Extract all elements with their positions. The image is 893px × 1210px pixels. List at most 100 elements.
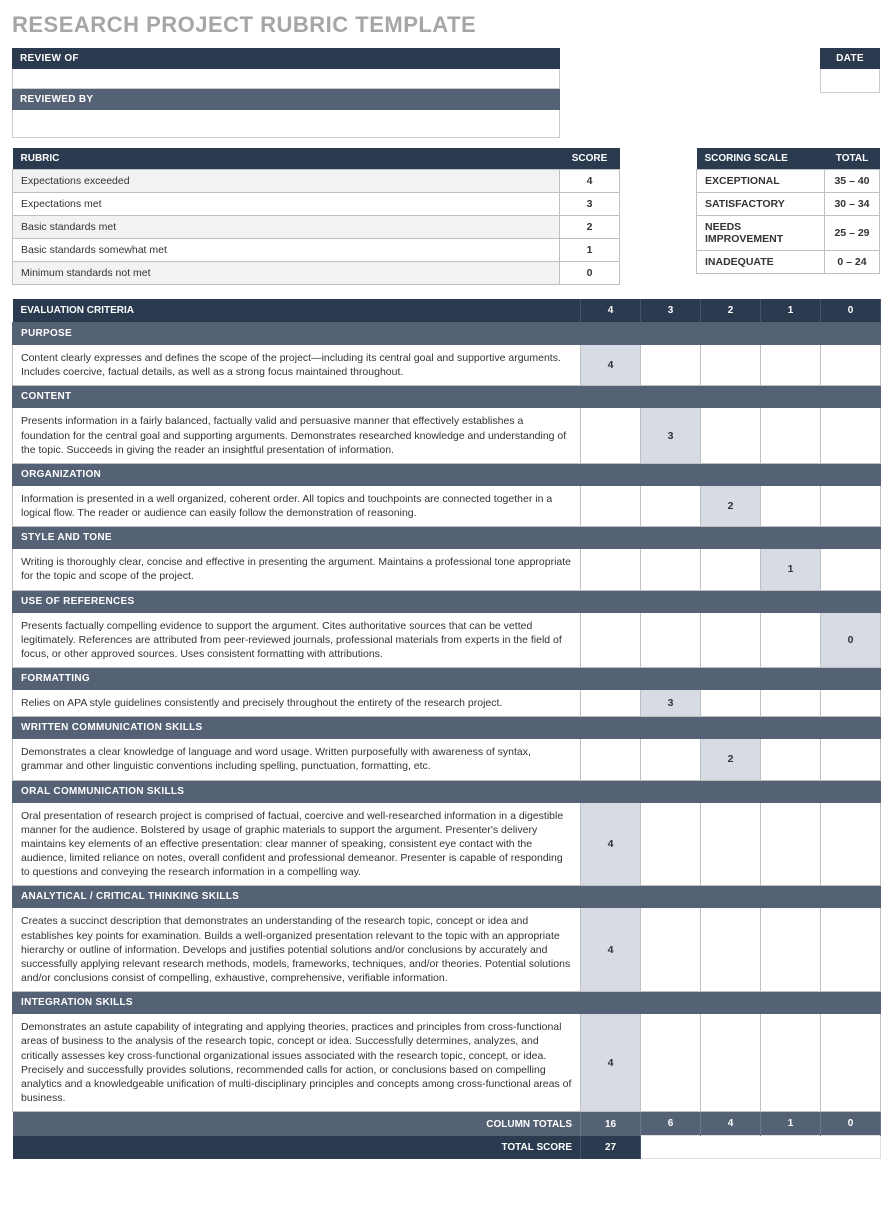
criteria-header: STYLE AND TONE <box>13 527 881 549</box>
score-cell[interactable] <box>821 408 881 464</box>
criteria-header: ANALYTICAL / CRITICAL THINKING SKILLS <box>13 886 881 908</box>
criteria-header: ORAL COMMUNICATION SKILLS <box>13 780 881 802</box>
score-cell[interactable] <box>701 908 761 992</box>
rubric-row-score: 2 <box>560 216 620 239</box>
score-cell[interactable]: 2 <box>701 485 761 526</box>
criteria-desc: Demonstrates a clear knowledge of langua… <box>13 739 581 780</box>
score-cell[interactable] <box>821 345 881 386</box>
scale-row-range: 35 – 40 <box>825 170 880 193</box>
rubric-row-label: Basic standards somewhat met <box>13 239 560 262</box>
criteria-desc: Presents information in a fairly balance… <box>13 408 581 464</box>
score-cell[interactable] <box>641 345 701 386</box>
criteria-desc: Presents factually compelling evidence t… <box>13 612 581 668</box>
scale-row-label: EXCEPTIONAL <box>697 170 825 193</box>
scale-row-label: SATISFACTORY <box>697 193 825 216</box>
score-cell[interactable] <box>761 345 821 386</box>
column-total-4: 16 <box>581 1112 641 1136</box>
score-cell[interactable] <box>821 549 881 590</box>
score-cell[interactable] <box>641 802 701 886</box>
score-cell[interactable] <box>701 408 761 464</box>
total-score-value: 27 <box>581 1136 641 1159</box>
date-block: DATE <box>820 48 880 138</box>
score-cell[interactable]: 0 <box>821 612 881 668</box>
score-cell[interactable] <box>701 549 761 590</box>
score-cell[interactable]: 4 <box>581 908 641 992</box>
scale-col-label: SCORING SCALE <box>697 148 825 170</box>
score-cell[interactable] <box>581 485 641 526</box>
score-cell[interactable] <box>761 908 821 992</box>
score-cell[interactable] <box>821 1014 881 1112</box>
scale-row-label: NEEDS IMPROVEMENT <box>697 216 825 251</box>
score-cell[interactable] <box>581 690 641 717</box>
column-total-2: 4 <box>701 1112 761 1136</box>
rubric-row-label: Expectations exceeded <box>13 170 560 193</box>
criteria-header: PURPOSE <box>13 323 881 345</box>
score-cell[interactable] <box>821 908 881 992</box>
score-cell[interactable]: 1 <box>761 549 821 590</box>
rubric-row-label: Minimum standards not met <box>13 262 560 285</box>
score-cell[interactable]: 4 <box>581 345 641 386</box>
criteria-header: USE OF REFERENCES <box>13 590 881 612</box>
score-cell[interactable] <box>641 739 701 780</box>
rubric-row-score: 4 <box>560 170 620 193</box>
score-cell[interactable] <box>701 690 761 717</box>
score-cell[interactable] <box>701 1014 761 1112</box>
score-cell[interactable] <box>821 802 881 886</box>
score-cell[interactable]: 4 <box>581 802 641 886</box>
reviewed-by-input[interactable] <box>12 110 560 138</box>
score-cell[interactable]: 4 <box>581 1014 641 1112</box>
column-total-0: 0 <box>821 1112 881 1136</box>
score-cell[interactable]: 3 <box>641 690 701 717</box>
score-cell[interactable] <box>761 612 821 668</box>
score-cell[interactable]: 3 <box>641 408 701 464</box>
scale-row-range: 30 – 34 <box>825 193 880 216</box>
score-cell[interactable] <box>821 739 881 780</box>
review-of-label: REVIEW OF <box>12 48 560 69</box>
score-cell[interactable] <box>641 485 701 526</box>
criteria-desc: Demonstrates an astute capability of int… <box>13 1014 581 1112</box>
criteria-desc: Oral presentation of research project is… <box>13 802 581 886</box>
criteria-desc: Information is presented in a well organ… <box>13 485 581 526</box>
score-cell[interactable] <box>641 1014 701 1112</box>
eval-col-2: 2 <box>701 299 761 323</box>
evaluation-table: EVALUATION CRITERIA 4 3 2 1 0 PURPOSECon… <box>12 299 880 1159</box>
criteria-desc: Relies on APA style guidelines consisten… <box>13 690 581 717</box>
criteria-header: CONTENT <box>13 386 881 408</box>
rubric-table: RUBRIC SCORE Expectations exceeded4Expec… <box>12 148 620 285</box>
page-title: RESEARCH PROJECT RUBRIC TEMPLATE <box>12 12 881 38</box>
rubric-col-score: SCORE <box>560 148 620 170</box>
score-cell[interactable] <box>581 408 641 464</box>
date-input[interactable] <box>820 69 880 93</box>
column-total-1: 1 <box>761 1112 821 1136</box>
rubric-col-label: RUBRIC <box>13 148 560 170</box>
score-cell[interactable]: 2 <box>701 739 761 780</box>
review-of-input[interactable] <box>12 69 560 89</box>
score-cell[interactable] <box>701 345 761 386</box>
score-cell[interactable] <box>761 1014 821 1112</box>
score-cell[interactable] <box>761 485 821 526</box>
score-cell[interactable] <box>641 908 701 992</box>
score-cell[interactable] <box>701 802 761 886</box>
eval-col-criteria: EVALUATION CRITERIA <box>13 299 581 323</box>
score-cell[interactable] <box>641 612 701 668</box>
rubric-row-label: Basic standards met <box>13 216 560 239</box>
score-cell[interactable] <box>821 485 881 526</box>
score-cell[interactable] <box>761 739 821 780</box>
rubric-row-label: Expectations met <box>13 193 560 216</box>
score-cell[interactable] <box>761 408 821 464</box>
review-block: REVIEW OF REVIEWED BY <box>12 48 560 138</box>
total-score-row: TOTAL SCORE 27 <box>13 1136 881 1159</box>
score-cell[interactable] <box>821 690 881 717</box>
column-totals-label: COLUMN TOTALS <box>13 1112 581 1136</box>
score-cell[interactable] <box>641 549 701 590</box>
score-cell[interactable] <box>581 612 641 668</box>
criteria-header: FORMATTING <box>13 668 881 690</box>
score-cell[interactable] <box>761 802 821 886</box>
rubric-row-score: 1 <box>560 239 620 262</box>
eval-col-0: 0 <box>821 299 881 323</box>
score-cell[interactable] <box>581 549 641 590</box>
rubric-row-score: 3 <box>560 193 620 216</box>
score-cell[interactable] <box>581 739 641 780</box>
score-cell[interactable] <box>701 612 761 668</box>
score-cell[interactable] <box>761 690 821 717</box>
